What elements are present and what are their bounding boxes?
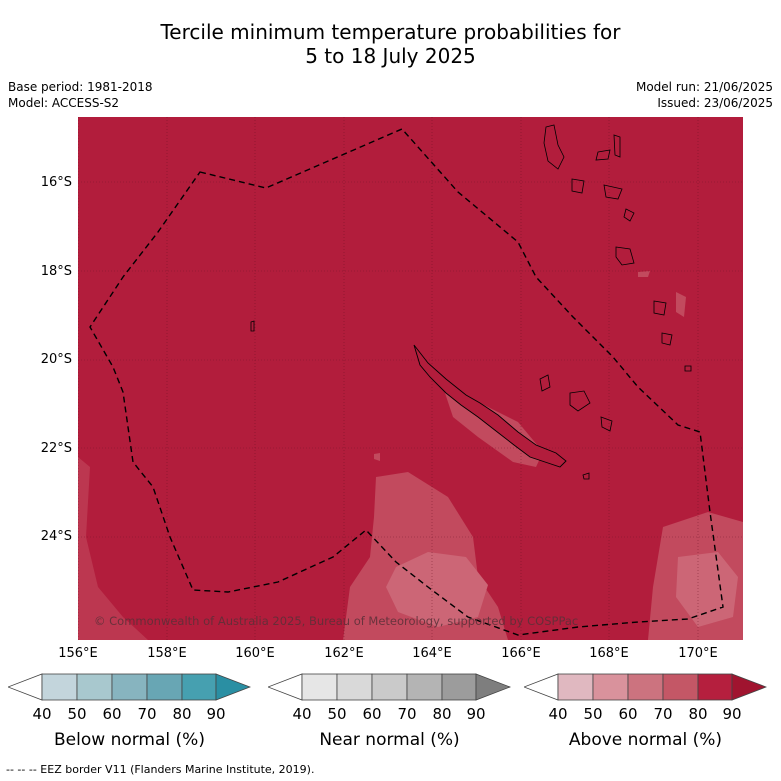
below-tick-50: 50 [67, 705, 87, 723]
lat-label-18s: 18°S [40, 264, 72, 279]
above-tick-80: 80 [688, 705, 708, 723]
eez-footnote: -- -- -- EEZ border V11 (Flanders Marine… [6, 763, 315, 776]
above-tick-90: 90 [722, 705, 742, 723]
model-run: Model run: 21/06/2025 [635, 80, 773, 94]
legend-label-below: Below normal (%) [54, 730, 205, 750]
loyalty-island-2 [569, 390, 591, 412]
lon-label-156e: 156°E [58, 646, 98, 661]
lon-label-158e: 158°E [147, 646, 187, 661]
above-tick-40: 40 [548, 705, 568, 723]
map-svg [78, 117, 743, 640]
legend-label-above: Above normal (%) [568, 730, 723, 750]
eez-border [89, 128, 724, 636]
contour-south-light [386, 552, 488, 627]
map-title: Tercile minimum temperature probabilitie… [0, 20, 781, 68]
lat-label-16s: 16°S [40, 175, 72, 190]
loyalty-island-3 [600, 416, 613, 432]
contour-vanuatu-small [638, 271, 650, 277]
vanuatu-ambrym [603, 184, 623, 200]
contour-vanuatu-east [676, 292, 686, 317]
legend-label-near: Near normal (%) [319, 730, 460, 750]
model-name: Model: ACCESS-S2 [8, 96, 120, 110]
vanuatu-island-a [595, 149, 611, 161]
below-tick-80: 80 [172, 705, 192, 723]
contour-west [78, 457, 148, 640]
lon-label-164e: 164°E [412, 646, 452, 661]
copyright-notice: © Commonwealth of Australia 2025, Bureau… [94, 614, 579, 628]
vanuatu-malekula [571, 178, 585, 194]
near-tick-60: 60 [362, 705, 382, 723]
colorbar-below-normal [8, 673, 251, 701]
vanuatu-efate [623, 208, 635, 222]
near-tick-40: 40 [292, 705, 312, 723]
loyalty-island-1 [539, 374, 551, 392]
lat-label-24s: 24°S [40, 529, 72, 544]
above-tick-70: 70 [653, 705, 673, 723]
lat-label-20s: 20°S [40, 352, 72, 367]
contour-southeast-light [676, 552, 738, 627]
title-line-2: 5 to 18 July 2025 [305, 44, 476, 68]
lon-label-162e: 162°E [324, 646, 364, 661]
near-tick-90: 90 [466, 705, 486, 723]
lon-label-170e: 170°E [678, 646, 718, 661]
near-tick-70: 70 [397, 705, 417, 723]
vanuatu-espiritu-santo [543, 124, 565, 170]
colorbar-near-normal [268, 673, 511, 701]
near-tick-80: 80 [432, 705, 452, 723]
issued-date: Issued: 23/06/2025 [657, 96, 773, 110]
colorbar-above-normal [524, 673, 767, 701]
lat-label-22s: 22°S [40, 441, 72, 456]
contour-dot [374, 453, 380, 461]
below-tick-70: 70 [137, 705, 157, 723]
map-area [78, 117, 743, 640]
title-line-1: Tercile minimum temperature probabilitie… [160, 20, 621, 44]
below-tick-40: 40 [32, 705, 52, 723]
island-small [582, 472, 590, 480]
lon-label-168e: 168°E [589, 646, 629, 661]
vanuatu-tanna [653, 300, 667, 316]
below-tick-60: 60 [102, 705, 122, 723]
base-period: Base period: 1981-2018 [8, 80, 153, 94]
lon-label-160e: 160°E [235, 646, 275, 661]
below-tick-90: 90 [206, 705, 226, 723]
vanuatu-aneityum [661, 332, 673, 346]
vanuatu-erromango [615, 246, 635, 266]
above-tick-60: 60 [618, 705, 638, 723]
new-caledonia-landmass [413, 344, 567, 468]
lon-label-166e: 166°E [501, 646, 541, 661]
above-tick-50: 50 [583, 705, 603, 723]
island-far-east [684, 365, 692, 372]
vanuatu-island-b [613, 134, 621, 158]
island-west [250, 320, 255, 332]
metadata-right: Model run: 21/06/2025 Issued: 23/06/2025 [636, 79, 773, 111]
near-tick-50: 50 [327, 705, 347, 723]
metadata-left: Base period: 1981-2018 Model: ACCESS-S2 [8, 79, 153, 111]
